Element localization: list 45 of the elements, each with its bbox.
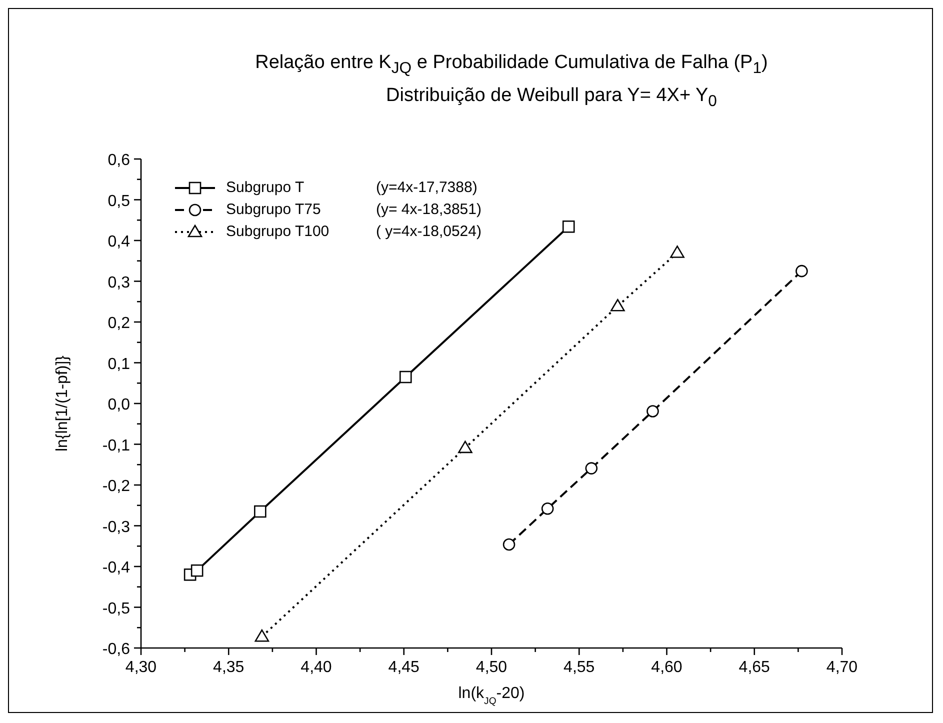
point (399, 370, 412, 384)
x-tick-label: 4,45 (388, 659, 420, 676)
annotation: (y=4x-17,7388) (376, 178, 478, 198)
y-tick-label: 0,1 (108, 356, 130, 373)
y-axis-title: ln{ln[1/(1-pf)]} (54, 354, 71, 452)
x-tick-label: 4,55 (564, 659, 595, 676)
y-tick-label: 0,3 (108, 274, 130, 292)
y-tick-label: -0,4 (102, 560, 130, 576)
legend-label: Subgrupo T100 (225, 222, 330, 242)
point (796, 264, 808, 278)
y-tick-label: 0,5 (108, 192, 130, 210)
point (541, 502, 554, 515)
x-tick-label: 4,60 (651, 659, 682, 676)
y-tick-label: -0,2 (102, 478, 130, 495)
y-tick-label: -0,1 (102, 437, 130, 454)
y-tick-label: 0,4 (108, 234, 130, 250)
point (646, 405, 659, 418)
y-tick-label: 0,0 (108, 396, 130, 414)
x-axis-title: ln(k$_{JQ}$-20) (458, 685, 525, 706)
chart-title: Relação entre K$_{JQ}$ e Probabilidade Cumulativa de Falha (P$_{1}$) (254, 51, 769, 79)
point (190, 564, 204, 577)
y-tick-label: -0,6 (102, 641, 130, 658)
x-tick-label: 4,35 (213, 659, 244, 676)
point (254, 505, 266, 518)
legend-label: Subgrupo T75 (225, 200, 322, 220)
point (610, 298, 625, 312)
y-tick-label: -0,5 (102, 600, 130, 618)
point (585, 462, 598, 474)
annotation: ( y=4x-18,0524) (376, 222, 482, 242)
point (670, 246, 684, 258)
x-tick-label: 4,50 (476, 659, 508, 676)
point (502, 538, 516, 551)
point (562, 220, 575, 233)
x-tick-label: 4,40 (300, 659, 332, 676)
x-tick-label: 4,65 (738, 659, 770, 676)
x-tick-label: 4,70 (826, 659, 858, 676)
y-tick-label: -0,3 (102, 518, 130, 536)
x-tick-label: 4,30 (125, 659, 157, 676)
legend-label: Subgrupo T (225, 178, 306, 198)
annotation: (y= 4x-18,3851) (376, 200, 482, 220)
point (458, 440, 472, 454)
point (254, 629, 270, 642)
y-tick-label: 0,2 (108, 315, 130, 332)
y-tick-label: 0,6 (108, 152, 130, 169)
chart-subtitle: Distribuição de Weibull para Y= 4X+ Y$_{0}$ (385, 84, 718, 112)
